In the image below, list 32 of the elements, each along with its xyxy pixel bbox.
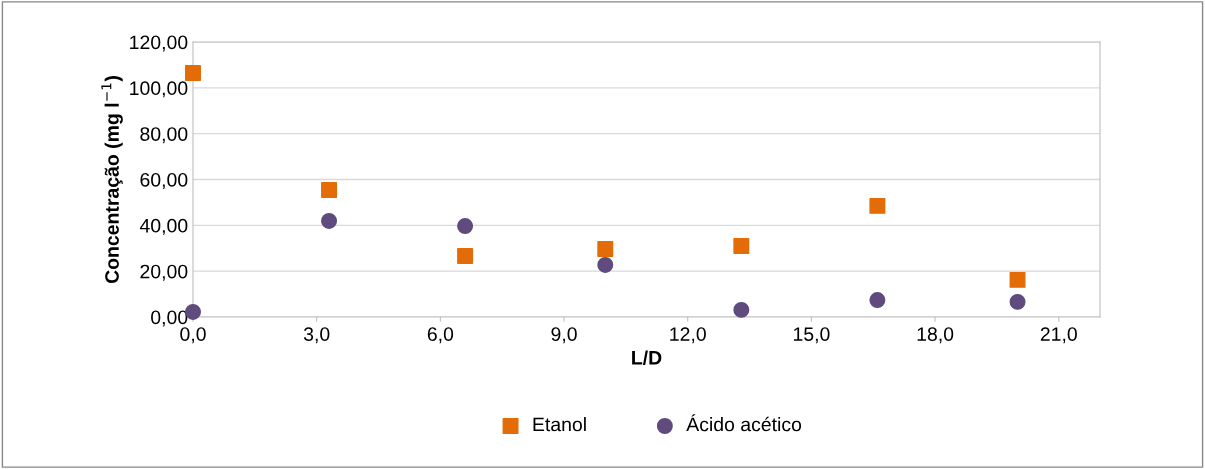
x-tick-label: 18,0 bbox=[917, 327, 954, 344]
point bbox=[321, 182, 338, 199]
x-tick-label: 0,0 bbox=[180, 327, 206, 344]
x-axis-title: L/D bbox=[632, 350, 662, 365]
x-tick-label: 9,0 bbox=[551, 327, 577, 344]
point bbox=[1009, 271, 1026, 288]
point bbox=[869, 197, 886, 214]
legend-label: Ácido acético bbox=[686, 414, 802, 432]
y-tick-label: 60,00 bbox=[140, 172, 188, 190]
y-tick-label: 120,00 bbox=[130, 35, 188, 52]
y-tick-label: 40,00 bbox=[139, 218, 188, 235]
y-tick-label: 80,00 bbox=[140, 127, 188, 144]
y-axis-title: Concentração (mg l$^{−1}$) bbox=[101, 76, 123, 284]
legend-label: Etanol bbox=[533, 417, 586, 432]
point bbox=[457, 218, 474, 234]
x-tick-label: 21,0 bbox=[1040, 327, 1077, 344]
point bbox=[185, 64, 201, 81]
y-tick-label: 20,00 bbox=[140, 264, 188, 281]
point bbox=[733, 301, 750, 318]
point bbox=[1009, 293, 1026, 310]
point bbox=[321, 213, 338, 229]
x-tick-label: 3,0 bbox=[303, 327, 330, 344]
x-tick-label: 12,0 bbox=[670, 327, 706, 344]
x-tick-label: 15,0 bbox=[793, 327, 830, 344]
x-tick-label: 6,0 bbox=[427, 327, 454, 344]
point bbox=[457, 248, 474, 265]
y-tick-label: 0,00 bbox=[151, 310, 188, 327]
y-tick-label: 100,00 bbox=[130, 81, 188, 98]
point bbox=[869, 292, 886, 309]
point bbox=[733, 237, 750, 254]
point bbox=[597, 257, 614, 273]
point bbox=[597, 240, 614, 257]
